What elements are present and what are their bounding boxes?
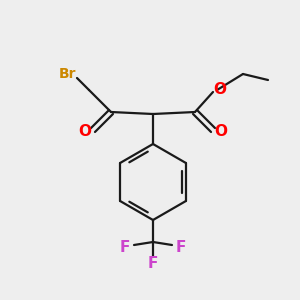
Text: O: O: [214, 124, 227, 139]
Text: Br: Br: [58, 67, 76, 81]
Text: O: O: [214, 82, 226, 98]
Text: O: O: [79, 124, 92, 139]
Text: F: F: [176, 239, 186, 254]
Text: F: F: [120, 239, 130, 254]
Text: F: F: [148, 256, 158, 272]
